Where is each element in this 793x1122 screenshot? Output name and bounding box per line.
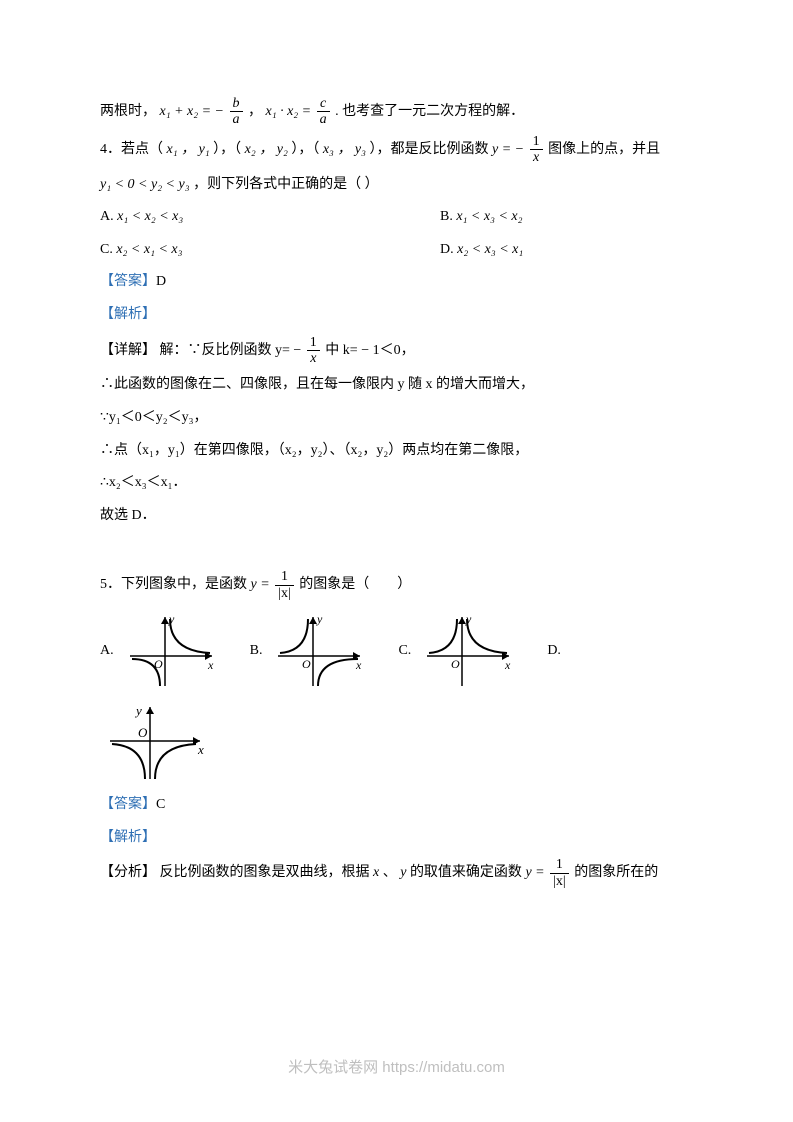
svg-text:O: O [138, 725, 148, 740]
q4-optC: x₂ < x₁ < x₃ [116, 242, 182, 257]
svg-text:y: y [316, 612, 323, 626]
intro-mid: ， [248, 104, 266, 119]
footer-watermark: 米大兔试卷网 https://midatu.com [0, 1054, 793, 1083]
q4-optD: x₂ < x₃ < x₁ [457, 242, 523, 257]
q5-optC-item: C. y x O [398, 611, 517, 691]
svg-text:O: O [451, 657, 460, 671]
intro-prefix: 两根时， [100, 104, 156, 119]
q5-optA-label: A. [100, 638, 114, 665]
svg-text:y: y [168, 612, 175, 626]
graph-d-icon: y x O [100, 701, 210, 786]
q5-func-frac: 1 |x| [275, 569, 294, 601]
q5-optD-label: D. [547, 638, 561, 665]
q5-optB-item: B. y x O [250, 611, 369, 691]
q4-optA: x₁ < x₂ < x₃ [117, 209, 183, 224]
vieta2-frac: c a [317, 96, 330, 128]
q4-jiexi: 【解析】 [100, 302, 693, 329]
vieta1-frac: b a [230, 96, 243, 128]
q4-optC-label: C. [100, 242, 116, 257]
intro-suffix: . 也考查了一元二次方程的解． [335, 104, 524, 119]
q5-jiexi: 【解析】 [100, 825, 693, 852]
q5-optD-item: D. [547, 638, 567, 665]
q4-stem: 4．若点（ x₁ ， y₁ ），（ x₂ ， y₂ ），（ x₃ ， y₃ ），… [100, 134, 693, 166]
q4-l4: ∴点（x₁，y₁）在第四像限，（x₂，y₂）、（x₂，y₂）两点均在第二像限， [100, 438, 693, 465]
q5-optA-item: A. y x O [100, 611, 220, 691]
graph-a-icon: y x O [120, 611, 220, 691]
intro-line: 两根时， x₁ + x₂ = − b a ， x₁ · x₂ = c a . 也… [100, 96, 693, 128]
svg-text:y: y [134, 703, 142, 718]
q4-options-row1: A. x₁ < x₂ < x₃ B. x₁ < x₃ < x₂ [100, 204, 693, 231]
q4-options-row2: C. x₂ < x₁ < x₃ D. x₂ < x₃ < x₁ [100, 237, 693, 264]
q5-stem: 5．下列图象中，是函数 y = 1 |x| 的图象是（ ） [100, 569, 693, 601]
q4-l3: ∵y₁＜0＜y₂＜y₃， [100, 405, 693, 432]
svg-text:O: O [154, 657, 163, 671]
q5-answer: 【答案】C [100, 792, 693, 819]
q5-f2-frac: 1 |x| [550, 857, 569, 889]
q4-func-frac: 1 x [530, 134, 543, 166]
svg-text:y: y [465, 612, 472, 626]
q4-detail: 【详解】 解：∵反比例函数 y= − 1 x 中 k= − 1＜0， [100, 335, 693, 367]
graph-c-icon: y x O [417, 611, 517, 691]
svg-text:x: x [197, 742, 204, 757]
q4-l2: ∴此函数的图像在二、四像限，且在每一像限内 y 随 x 的增大而增大， [100, 372, 693, 399]
q4-answer: 【答案】D [100, 269, 693, 296]
q4-optD-label: D. [440, 242, 457, 257]
svg-text:x: x [207, 658, 214, 672]
q5-optB-label: B. [250, 638, 263, 665]
svg-text:x: x [504, 658, 511, 672]
graph-b-icon: y x O [268, 611, 368, 691]
q4-l6: 故选 D． [100, 503, 693, 530]
svg-text:x: x [355, 658, 362, 672]
q5-optC-label: C. [398, 638, 411, 665]
q4-l5: ∴x₂＜x₃＜x₁． [100, 470, 693, 497]
svg-text:O: O [302, 657, 311, 671]
q5-optD-graph: y x O [100, 701, 693, 786]
q4-detail-frac: 1 x [307, 335, 320, 367]
q5-fenxi: 【分析】 反比例函数的图象是双曲线，根据 x 、 y 的取值来确定函数 y = … [100, 857, 693, 889]
q4-optA-label: A. [100, 209, 117, 224]
q4-optB-label: B. [440, 209, 456, 224]
q4-optB: x₁ < x₃ < x₂ [456, 209, 522, 224]
vieta1-lhs: x₁ + x₂ = − [160, 104, 225, 119]
q5-graph-row: A. y x O B. y x [100, 611, 693, 691]
q4-cond: y₁ < 0 < y₂ < y₃ ，则下列各式中正确的是（ ） [100, 172, 693, 199]
vieta2-lhs: x₁ · x₂ = [266, 104, 315, 119]
